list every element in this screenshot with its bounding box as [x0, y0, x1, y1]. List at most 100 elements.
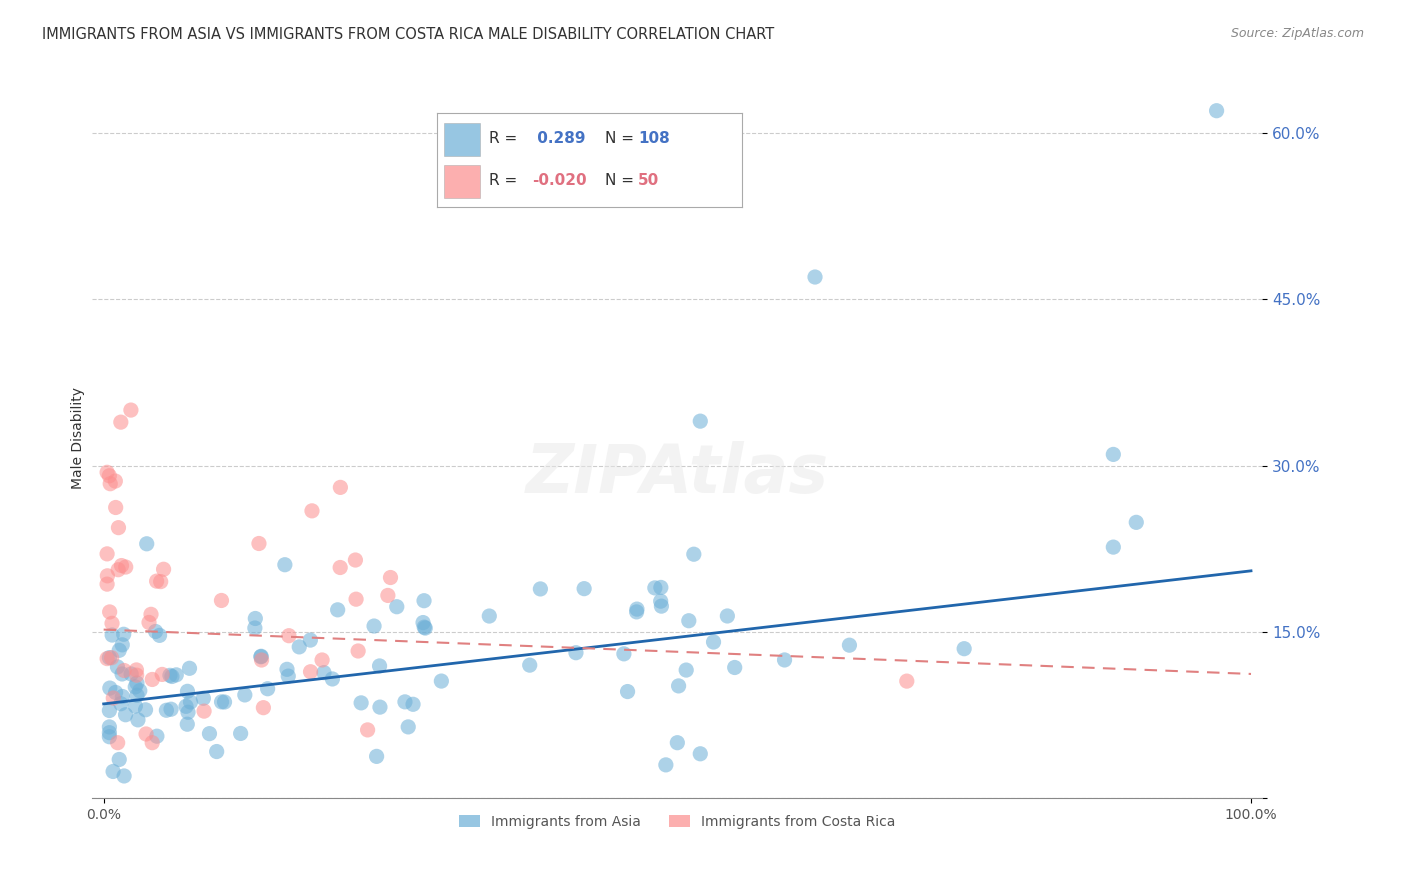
Immigrants from Costa Rica [96, 569, 118, 583]
Immigrants from Costa Rica [98, 476, 121, 491]
Immigrants from Asia [613, 647, 636, 661]
Immigrants from Costa Rica [311, 653, 333, 667]
Immigrants from Asia [716, 609, 738, 624]
Immigrants from Costa Rica [211, 593, 233, 607]
Immigrants from Asia [368, 659, 391, 673]
Immigrants from Asia [128, 683, 150, 698]
Immigrants from Costa Rica [299, 665, 322, 679]
Immigrants from Asia [363, 619, 385, 633]
Immigrants from Asia [368, 700, 391, 714]
Immigrants from Asia [176, 717, 198, 731]
Immigrants from Costa Rica [145, 574, 167, 588]
Immigrants from Costa Rica [125, 668, 148, 682]
Immigrants from Asia [412, 615, 434, 630]
Immigrants from Asia [250, 649, 273, 664]
Immigrants from Asia [675, 663, 697, 677]
Immigrants from Asia [229, 726, 252, 740]
Immigrants from Asia [98, 704, 121, 718]
Immigrants from Asia [626, 605, 648, 619]
Immigrants from Asia [385, 599, 408, 614]
Immigrants from Asia [250, 649, 273, 664]
Immigrants from Asia [124, 680, 146, 694]
Immigrants from Costa Rica [329, 480, 352, 494]
Immigrants from Asia [245, 611, 267, 625]
Immigrants from Asia [288, 640, 311, 654]
Immigrants from Costa Rica [247, 536, 270, 550]
Immigrants from Costa Rica [193, 704, 215, 718]
Immigrants from Asia [478, 609, 501, 624]
Immigrants from Costa Rica [96, 547, 118, 561]
Immigrants from Costa Rica [120, 403, 142, 417]
Immigrants from Asia [112, 627, 135, 641]
Immigrants from Asia [110, 697, 132, 711]
Immigrants from Asia [98, 720, 121, 734]
Immigrants from Costa Rica [141, 673, 163, 687]
Immigrants from Asia [107, 660, 129, 674]
Immigrants from Costa Rica [125, 663, 148, 677]
Immigrants from Asia [159, 668, 181, 682]
Immigrants from Costa Rica [98, 605, 121, 619]
Immigrants from Asia [211, 695, 233, 709]
Immigrants from Costa Rica [114, 560, 136, 574]
Immigrants from Costa Rica [377, 589, 399, 603]
Immigrants from Asia [312, 665, 335, 680]
Immigrants from Asia [402, 698, 425, 712]
Immigrants from Asia [650, 594, 672, 608]
Immigrants from Costa Rica [344, 592, 367, 607]
Immigrants from Asia [112, 769, 135, 783]
Legend: Immigrants from Asia, Immigrants from Costa Rica: Immigrants from Asia, Immigrants from Co… [454, 809, 901, 834]
Immigrants from Asia [125, 688, 148, 702]
Immigrants from Asia [104, 685, 127, 699]
Immigrants from Costa Rica [110, 558, 132, 573]
Immigrants from Asia [565, 646, 588, 660]
Immigrants from Asia [644, 581, 666, 595]
Immigrants from Costa Rica [107, 521, 129, 535]
Immigrants from Costa Rica [329, 560, 352, 574]
Immigrants from Asia [176, 684, 198, 698]
Immigrants from Asia [256, 681, 278, 696]
Immigrants from Asia [616, 684, 638, 698]
Immigrants from Asia [321, 672, 343, 686]
Text: ZIPAtlas: ZIPAtlas [526, 441, 830, 507]
Immigrants from Asia [120, 667, 142, 681]
Immigrants from Asia [127, 713, 149, 727]
Immigrants from Asia [98, 730, 121, 744]
Immigrants from Asia [689, 747, 711, 761]
Immigrants from Costa Rica [252, 700, 274, 714]
Immigrants from Costa Rica [96, 577, 118, 591]
Immigrants from Asia [98, 650, 121, 665]
Immigrants from Costa Rica [107, 736, 129, 750]
Immigrants from Costa Rica [104, 500, 127, 515]
Immigrants from Asia [155, 703, 177, 717]
Immigrants from Asia [114, 707, 136, 722]
Immigrants from Asia [174, 699, 197, 714]
Immigrants from Asia [276, 662, 298, 676]
Immigrants from Asia [160, 702, 183, 716]
Immigrants from Costa Rica [150, 667, 173, 681]
Immigrants from Asia [299, 633, 322, 648]
Immigrants from Costa Rica [139, 607, 162, 622]
Immigrants from Asia [108, 643, 131, 657]
Immigrants from Asia [682, 547, 704, 561]
Immigrants from Asia [804, 270, 827, 285]
Immigrants from Asia [193, 691, 215, 706]
Immigrants from Costa Rica [344, 553, 367, 567]
Immigrants from Asia [180, 695, 202, 709]
Immigrants from Asia [519, 658, 541, 673]
Immigrants from Asia [1205, 103, 1227, 118]
Immigrants from Asia [148, 628, 170, 642]
Immigrants from Asia [773, 653, 796, 667]
Immigrants from Asia [111, 667, 134, 681]
Immigrants from Asia [529, 582, 551, 596]
Immigrants from Asia [233, 688, 256, 702]
Immigrants from Asia [838, 638, 860, 652]
Immigrants from Asia [243, 621, 266, 635]
Immigrants from Costa Rica [152, 562, 174, 576]
Y-axis label: Male Disability: Male Disability [72, 387, 86, 489]
Immigrants from Costa Rica [141, 736, 163, 750]
Immigrants from Asia [668, 679, 690, 693]
Immigrants from Asia [124, 699, 146, 714]
Immigrants from Asia [413, 620, 436, 634]
Immigrants from Costa Rica [356, 723, 378, 737]
Immigrants from Asia [198, 726, 221, 740]
